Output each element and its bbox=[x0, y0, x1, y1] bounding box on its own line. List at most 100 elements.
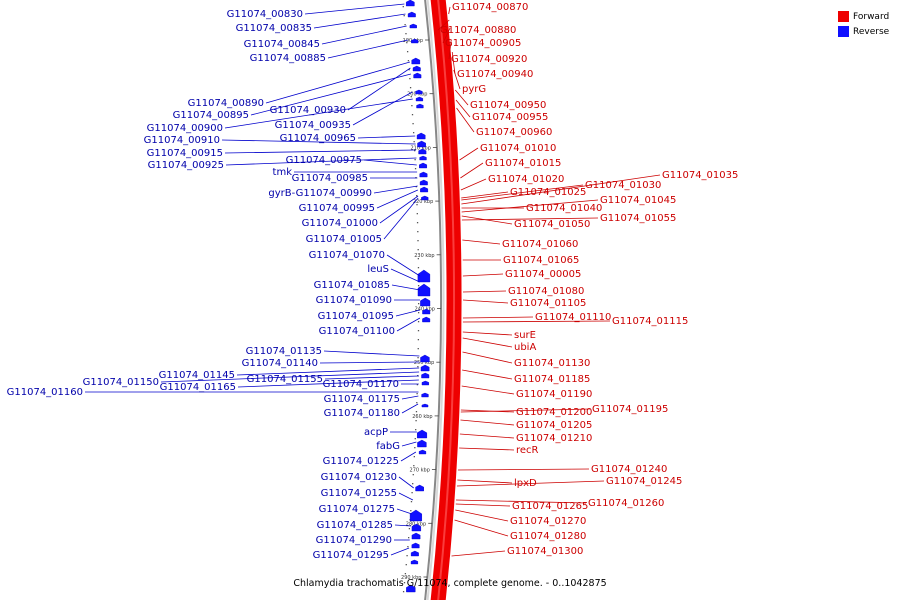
forward-gene-label[interactable]: G11074_00940 bbox=[457, 69, 533, 80]
forward-gene-label[interactable]: G11074_01210 bbox=[516, 433, 592, 444]
reverse-gene-label[interactable]: G11074_00975 bbox=[286, 155, 362, 166]
forward-leader-line bbox=[456, 480, 605, 487]
forward-leader-line bbox=[454, 519, 509, 537]
forward-gene-label[interactable]: G11074_01025 bbox=[510, 187, 586, 198]
forward-gene-label[interactable]: G11074_01265 bbox=[512, 501, 588, 512]
reverse-gene-label[interactable]: G11074_01225 bbox=[323, 456, 399, 467]
forward-gene-label[interactable]: lpxD bbox=[514, 478, 537, 489]
reverse-gene-label[interactable]: G11074_01285 bbox=[317, 520, 393, 531]
reverse-gene-label[interactable]: G11074_00885 bbox=[250, 53, 326, 64]
reverse-gene-label[interactable]: G11074_01180 bbox=[324, 408, 400, 419]
forward-gene-label[interactable]: G11074_01260 bbox=[588, 498, 664, 509]
forward-gene-label[interactable]: G11074_01185 bbox=[514, 374, 590, 385]
track-dot bbox=[411, 492, 413, 494]
reverse-gene-label[interactable]: G11074_01170 bbox=[323, 379, 399, 390]
track-dot bbox=[417, 357, 419, 359]
reverse-gene-label[interactable]: G11074_00910 bbox=[144, 135, 220, 146]
forward-leader-line bbox=[461, 184, 584, 201]
reverse-gene-label[interactable]: G11074_01140 bbox=[242, 358, 318, 369]
reverse-gene-label[interactable]: G11074_00895 bbox=[173, 110, 249, 121]
reverse-gene-label[interactable]: G11074_00830 bbox=[227, 9, 303, 20]
reverse-gene-label[interactable]: G11074_00915 bbox=[147, 148, 223, 159]
reverse-gene-label[interactable]: G11074_00935 bbox=[275, 120, 351, 131]
reverse-gene-label[interactable]: G11074_00995 bbox=[299, 203, 375, 214]
forward-gene-label[interactable]: G11074_01190 bbox=[516, 389, 592, 400]
forward-gene-label[interactable]: G11074_00905 bbox=[445, 38, 521, 49]
forward-gene-label[interactable]: ubiA bbox=[514, 342, 536, 353]
reverse-gene-label[interactable]: G11074_01005 bbox=[306, 234, 382, 245]
reverse-gene-label[interactable]: G11074_00900 bbox=[147, 123, 223, 134]
forward-gene-label[interactable]: G11074_01015 bbox=[485, 158, 561, 169]
forward-gene-label[interactable]: G11074_01205 bbox=[516, 420, 592, 431]
forward-gene-label[interactable]: surE bbox=[514, 330, 536, 341]
forward-gene-label[interactable]: G11074_01050 bbox=[514, 219, 590, 230]
forward-gene-label[interactable]: G11074_01080 bbox=[508, 286, 584, 297]
forward-gene-label[interactable]: G11074_01065 bbox=[503, 255, 579, 266]
forward-gene-label[interactable]: G11074_00005 bbox=[505, 269, 581, 280]
track-dot bbox=[409, 78, 411, 80]
forward-gene-label[interactable]: G11074_01010 bbox=[480, 143, 556, 154]
forward-gene-label[interactable]: G11074_01030 bbox=[585, 180, 661, 191]
forward-gene-label[interactable]: G11074_01280 bbox=[510, 531, 586, 542]
reverse-gene-label[interactable]: G11074_00835 bbox=[236, 23, 312, 34]
forward-gene-label[interactable]: G11074_01115 bbox=[612, 316, 688, 327]
reverse-gene-label[interactable]: G11074_01175 bbox=[324, 394, 400, 405]
reverse-gene-label[interactable]: G11074_00930 bbox=[270, 105, 346, 116]
forward-gene-label[interactable]: G11074_01200 bbox=[516, 407, 592, 418]
track-dot bbox=[404, 573, 407, 575]
reverse-gene-label[interactable]: G11074_01070 bbox=[309, 250, 385, 261]
forward-gene-label[interactable]: G11074_00950 bbox=[470, 100, 546, 111]
reverse-gene-label[interactable]: G11074_01085 bbox=[314, 280, 390, 291]
reverse-gene-label[interactable]: fabG bbox=[376, 441, 400, 452]
forward-gene-label[interactable]: G11074_00960 bbox=[476, 127, 552, 138]
forward-gene-label[interactable]: recR bbox=[516, 445, 539, 456]
forward-gene-label[interactable]: G11074_01240 bbox=[591, 464, 667, 475]
forward-gene-label[interactable]: G11074_00955 bbox=[472, 112, 548, 123]
reverse-gene-label[interactable]: acpP bbox=[364, 427, 388, 438]
reverse-gene-label[interactable]: G11074_00890 bbox=[188, 98, 264, 109]
forward-gene-label[interactable]: G11074_00880 bbox=[440, 25, 516, 36]
forward-gene-label[interactable]: G11074_01035 bbox=[662, 170, 738, 181]
forward-leader-line bbox=[461, 199, 599, 213]
forward-gene-label[interactable]: G11074_01020 bbox=[488, 174, 564, 185]
forward-gene-label[interactable]: G11074_01060 bbox=[502, 239, 578, 250]
reverse-gene-label[interactable]: G11074_01155 bbox=[247, 374, 323, 385]
reverse-gene-label[interactable]: G11074_01230 bbox=[321, 472, 397, 483]
reverse-gene-label[interactable]: G11074_01090 bbox=[316, 295, 392, 306]
forward-gene-label[interactable]: G11074_00870 bbox=[452, 2, 528, 13]
reverse-gene-label[interactable]: G11074_00985 bbox=[292, 173, 368, 184]
reverse-gene-label[interactable]: G11074_00845 bbox=[244, 39, 320, 50]
reverse-gene-label[interactable]: leuS bbox=[367, 264, 389, 275]
forward-gene-label[interactable]: G11074_01300 bbox=[507, 546, 583, 557]
reverse-gene-label[interactable]: G11074_01135 bbox=[246, 346, 322, 357]
reverse-gene-label[interactable]: G11074_01165 bbox=[160, 382, 236, 393]
reverse-gene-label[interactable]: tmk bbox=[273, 167, 293, 178]
forward-gene-label[interactable]: G11074_01130 bbox=[514, 358, 590, 369]
forward-gene-label[interactable]: G11074_00920 bbox=[451, 54, 527, 65]
forward-gene-label[interactable]: G11074_01195 bbox=[592, 404, 668, 415]
reverse-gene-label[interactable]: G11074_01275 bbox=[319, 504, 395, 515]
forward-gene-label[interactable]: G11074_01270 bbox=[510, 516, 586, 527]
forward-gene-label[interactable]: G11074_01040 bbox=[526, 203, 602, 214]
forward-gene-label[interactable]: G11074_01055 bbox=[600, 213, 676, 224]
forward-gene-label[interactable]: G11074_01245 bbox=[606, 476, 682, 487]
reverse-gene-arrow bbox=[419, 162, 428, 169]
forward-gene-label[interactable]: pyrG bbox=[462, 84, 486, 95]
reverse-gene-label[interactable]: G11074_01095 bbox=[318, 311, 394, 322]
reverse-gene-label[interactable]: G11074_01255 bbox=[321, 488, 397, 499]
reverse-gene-label[interactable]: G11074_01290 bbox=[316, 535, 392, 546]
reverse-gene-label[interactable]: G11074_01145 bbox=[159, 370, 235, 381]
reverse-gene-label[interactable]: G11074_01100 bbox=[319, 326, 395, 337]
reverse-gene-label[interactable]: G11074_00965 bbox=[280, 133, 356, 144]
reverse-gene-label[interactable]: G11074_01000 bbox=[302, 218, 378, 229]
forward-gene-label[interactable]: G11074_01105 bbox=[510, 298, 586, 309]
reverse-gene-arrow bbox=[418, 148, 427, 155]
reverse-gene-label[interactable]: G11074_00925 bbox=[148, 160, 224, 171]
forward-gene-label[interactable]: G11074_01110 bbox=[535, 312, 611, 323]
reverse-gene-label[interactable]: G11074_01160 bbox=[7, 387, 83, 398]
reverse-gene-label[interactable]: G11074_01150 bbox=[83, 377, 159, 388]
reverse-gene-label[interactable]: gyrB-G11074_00990 bbox=[268, 188, 372, 199]
forward-gene-label[interactable]: G11074_01045 bbox=[600, 195, 676, 206]
reverse-gene-label[interactable]: G11074_01295 bbox=[313, 550, 389, 561]
